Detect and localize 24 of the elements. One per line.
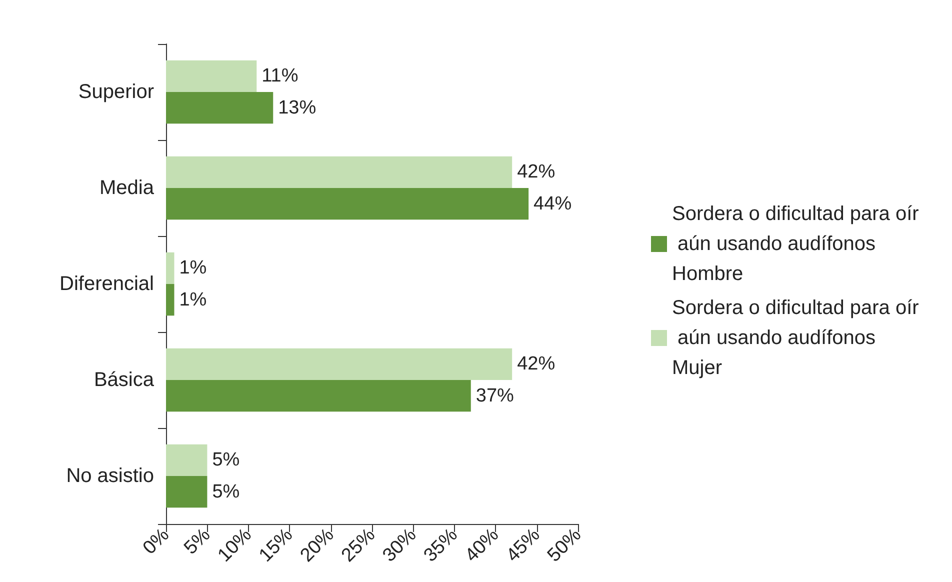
data-label: 1% [179,258,207,279]
y-tick-label: Superior [78,81,154,103]
data-label: 5% [212,450,240,471]
x-tick-label: 35% [420,524,462,566]
y-tick-label: No asistio [66,465,154,487]
data-label: 13% [278,97,316,118]
data-label: 42% [517,162,556,183]
y-tick-label: Media [100,177,155,199]
x-tick-label: 0% [139,524,174,559]
x-tick-label: 45% [502,524,544,566]
x-tick-label: 5% [180,524,215,559]
y-tick-label: Diferencial [60,273,154,295]
data-label: 11% [262,66,298,87]
data-label: 5% [212,481,240,502]
x-tick-label: 40% [461,524,504,566]
legend-label: Sordera o dificultad para oír aún usando audífonos Hombre [672,203,920,285]
x-tick-label: 50% [544,524,586,566]
data-label: 1% [179,289,207,310]
y-tick-label: Básica [94,369,155,391]
data-label: 37% [476,385,514,406]
data-label: 42% [517,354,556,375]
data-label: 44% [534,193,572,214]
x-tick-label: 30% [378,524,421,566]
legend-label: Sordera o dificultad para oír aún usando audífonos Mujer [672,297,920,379]
